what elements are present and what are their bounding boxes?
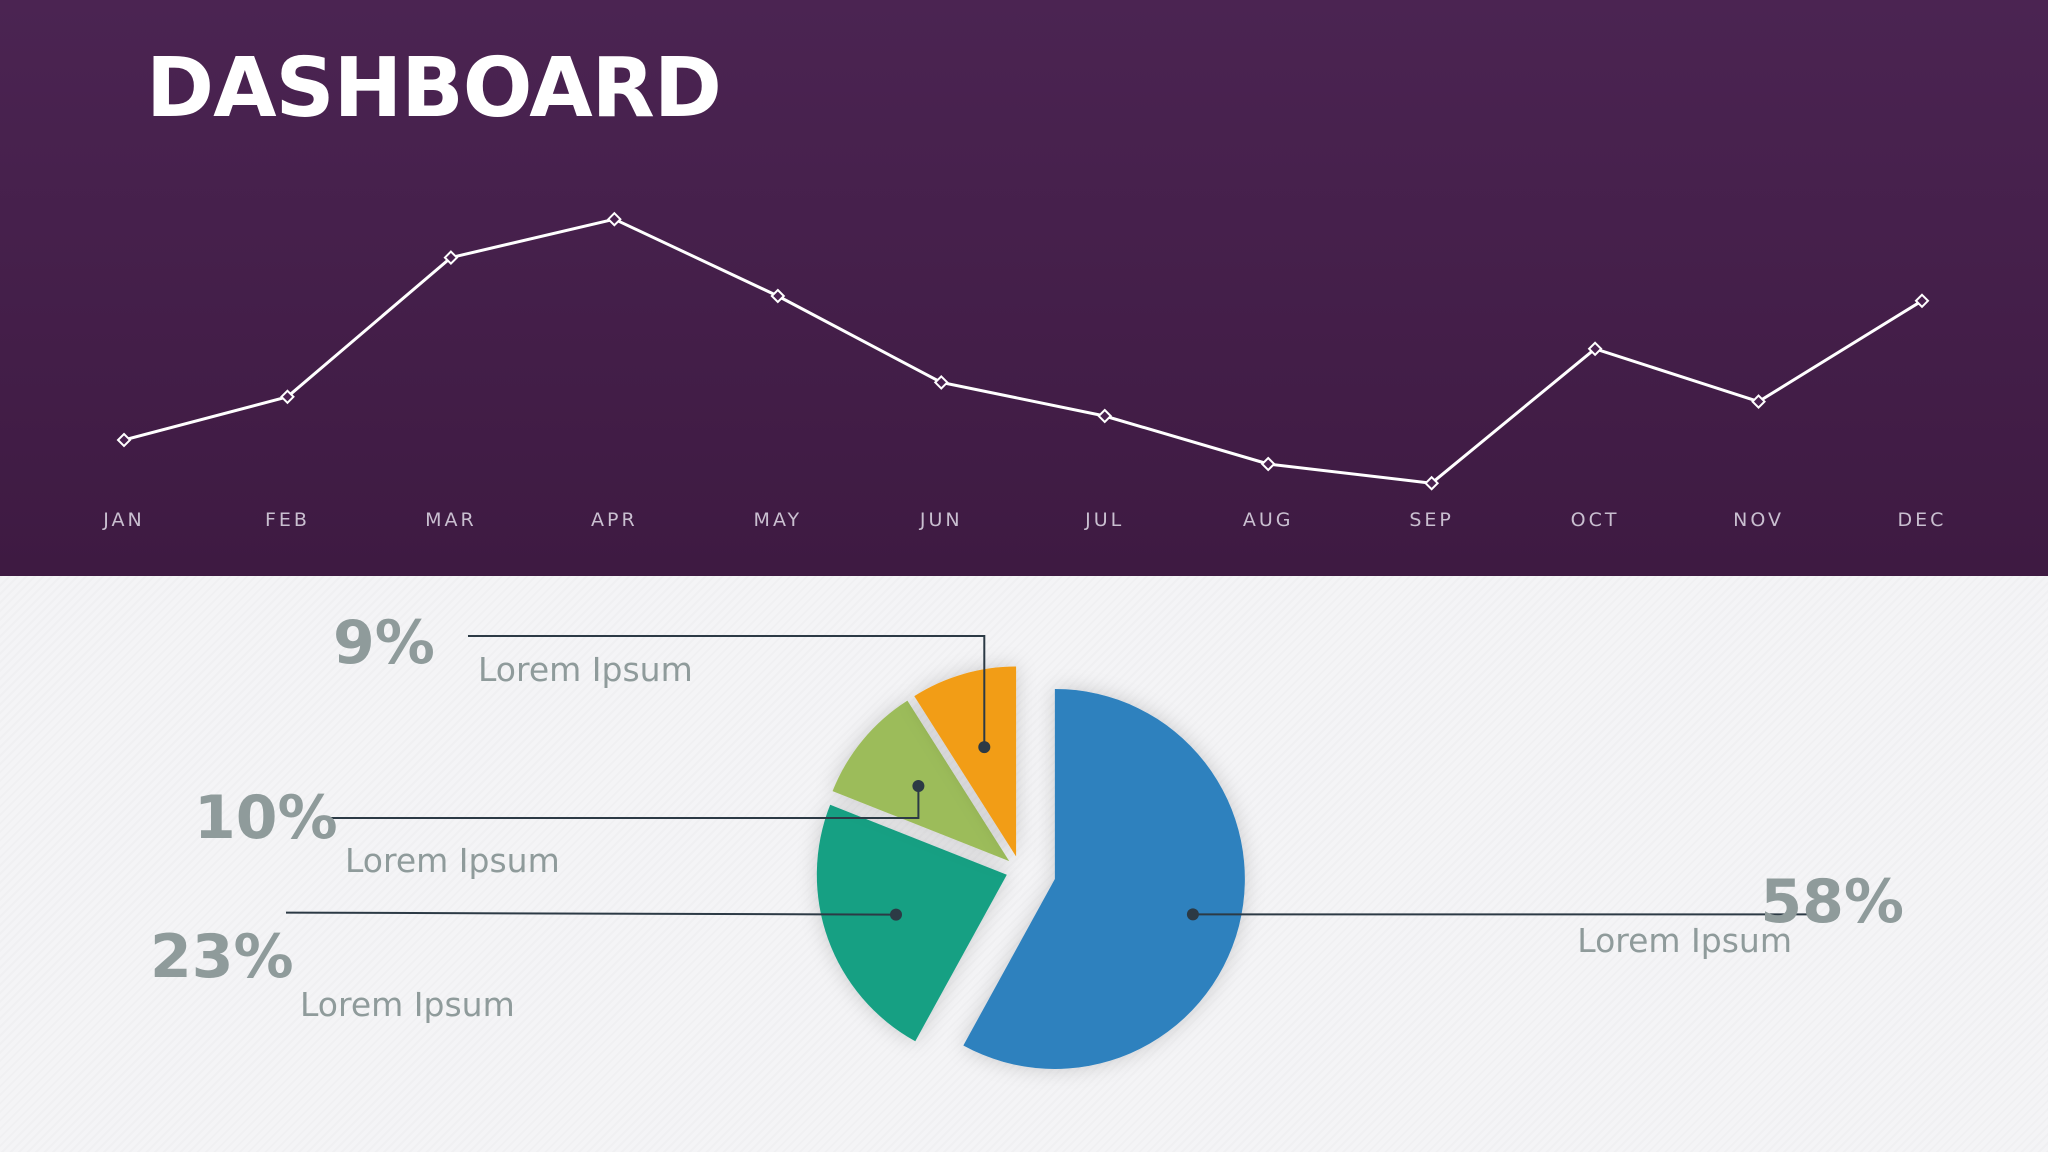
x-tick-label: JUN <box>919 509 963 531</box>
x-tick-label: APR <box>591 509 638 531</box>
x-tick-label: NOV <box>1733 509 1784 531</box>
callout-leader-line <box>285 911 897 916</box>
page-title: DASHBOARD <box>146 41 722 136</box>
line-point-oct <box>1587 341 1603 357</box>
x-tick-label: MAR <box>425 509 477 531</box>
x-tick-label: JUL <box>1084 509 1124 531</box>
x-tick-label: JAN <box>102 509 144 531</box>
line-point-mar <box>443 250 459 266</box>
slice-percent-label: 58% <box>1760 867 1904 937</box>
line-point-dec <box>1914 293 1930 309</box>
line-point-jul <box>1097 408 1113 424</box>
slice-label: Lorem Ipsum <box>1577 921 1792 960</box>
line-point-jun <box>933 374 949 390</box>
callout-dot <box>978 741 991 754</box>
x-tick-label: DEC <box>1898 509 1947 531</box>
line-chart: JAN FEB MAR APR MAY JUN JUL AUG SEP OCT NOV DEC <box>102 211 1947 531</box>
x-tick-label: SEP <box>1409 509 1454 531</box>
slice-percent-label: 10% <box>194 783 338 853</box>
line-point-nov <box>1751 394 1766 410</box>
line-point-may <box>770 288 786 304</box>
pie-slice-23 <box>816 804 1007 1042</box>
callout-leader-line <box>468 635 986 748</box>
x-tick-label: OCT <box>1571 509 1620 531</box>
pie-slice-9 <box>914 666 1017 857</box>
content-panel <box>0 576 2048 1152</box>
x-tick-label: FEB <box>265 509 310 531</box>
callout-dot <box>890 908 902 921</box>
slice-label: Lorem Ipsum <box>478 650 693 689</box>
slice-percent-label: 23% <box>150 922 294 992</box>
line-series <box>123 217 1923 485</box>
pie-slice-58 <box>963 688 1245 1069</box>
line-point-sep <box>1424 475 1440 491</box>
line-point-feb <box>280 389 295 405</box>
slice-label: Lorem Ipsum <box>300 985 515 1024</box>
slice-label: Lorem Ipsum <box>345 841 560 880</box>
x-tick-label: MAY <box>754 509 803 531</box>
line-point-apr <box>606 211 622 227</box>
slice-percent-label: 9% <box>333 608 435 678</box>
header-panel <box>0 0 2048 576</box>
line-point-aug <box>1260 456 1276 472</box>
x-tick-label: AUG <box>1243 509 1294 531</box>
callout-dot <box>1186 908 1199 921</box>
callout-dot <box>912 780 925 792</box>
line-point-jan <box>116 432 132 448</box>
callout-leader-line <box>322 786 920 819</box>
